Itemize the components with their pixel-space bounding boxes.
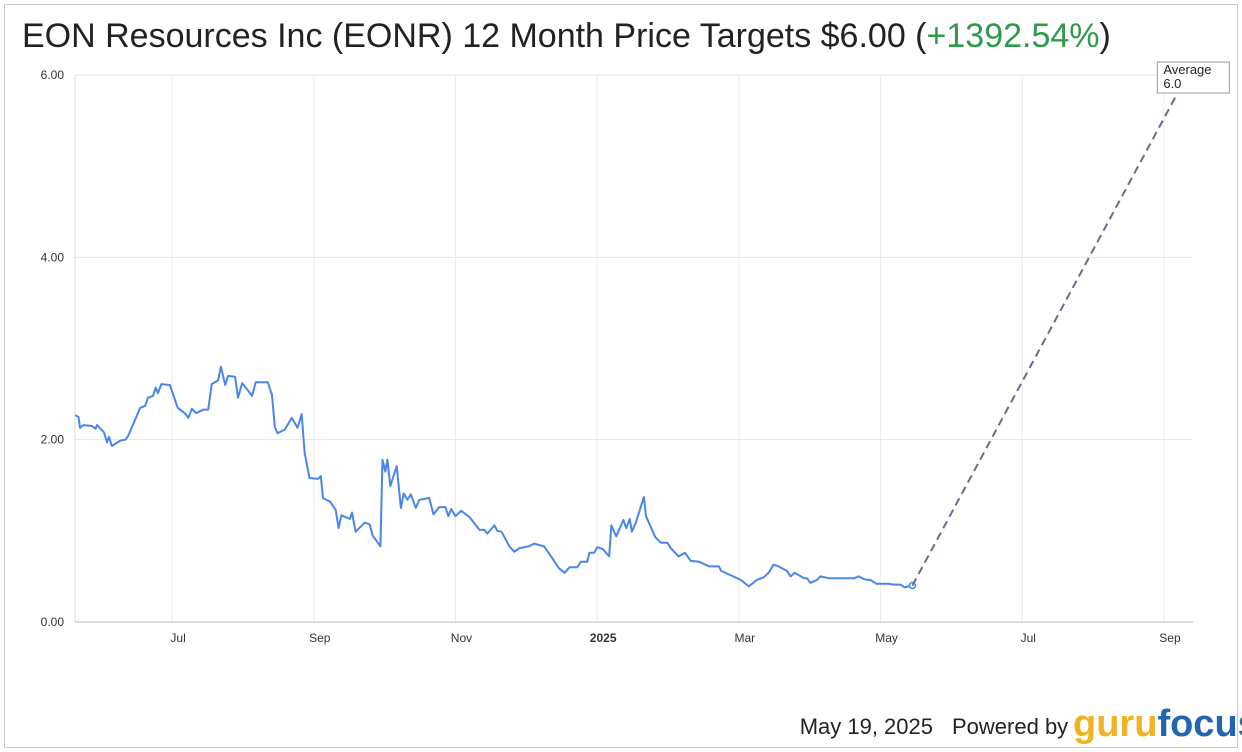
x-tick-label: Nov [451, 631, 472, 645]
x-tick-label: Sep [309, 631, 331, 645]
y-tick-label: 4.00 [41, 250, 65, 264]
logo-focus: focus [1157, 703, 1242, 745]
x-tick-label: Mar [735, 631, 756, 645]
x-tick-label: 2025 [590, 631, 617, 645]
x-tick-label: Jul [1021, 631, 1036, 645]
annotation-value: 6.0 [1163, 76, 1181, 91]
annotation-label: Average [1163, 62, 1211, 77]
annotation-box [1156, 61, 1230, 94]
chart-title: EON Resources Inc (EONR) 12 Month Price … [22, 17, 1111, 55]
x-tick-label: Sep [1159, 631, 1181, 645]
series-line [911, 74, 1189, 586]
footer-date: May 19, 2025 [800, 714, 933, 739]
logo-guru: guru [1073, 703, 1157, 745]
y-tick-label: 0.00 [41, 615, 65, 629]
y-tick-label: 2.00 [41, 433, 65, 447]
title-end: ) [1100, 17, 1111, 55]
x-tick-label: May [875, 631, 898, 645]
title-text: EON Resources Inc (EONR) 12 Month Price … [22, 17, 927, 55]
series-line [74, 365, 913, 589]
x-tick-label: Jul [170, 631, 185, 645]
footer-powered: Powered by [952, 714, 1068, 739]
logo: gurufocus [1073, 703, 1242, 745]
y-tick-label: 6.00 [41, 68, 65, 82]
title-change: +1392.54% [927, 17, 1100, 55]
frame [4, 4, 1238, 748]
